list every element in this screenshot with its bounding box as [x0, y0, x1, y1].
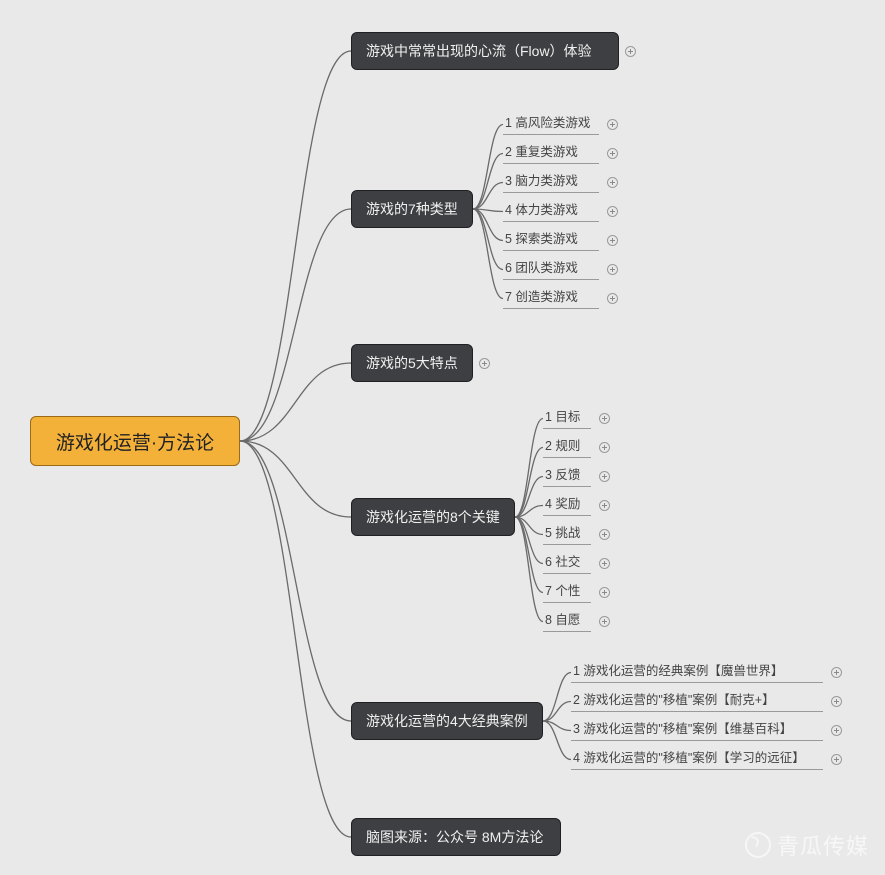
leaf-keys8-3[interactable]: 4 奖励 — [543, 493, 591, 516]
expand-icon[interactable] — [607, 293, 618, 304]
watermark-label: 青瓜传媒 — [777, 829, 869, 861]
branch-cases4[interactable]: 游戏化运营的4大经典案例 — [351, 702, 543, 740]
root-node[interactable]: 游戏化运营·方法论 — [30, 416, 240, 466]
leaf-cases4-3[interactable]: 4 游戏化运营的"移植"案例【学习的远征】 — [571, 747, 823, 770]
branch-keys8[interactable]: 游戏化运营的8个关键 — [351, 498, 515, 536]
leaf-cases4-1[interactable]: 2 游戏化运营的"移植"案例【耐克+】 — [571, 689, 823, 712]
expand-icon[interactable] — [599, 616, 610, 627]
branch-types7[interactable]: 游戏的7种类型 — [351, 190, 473, 228]
leaf-types7-5[interactable]: 6 团队类游戏 — [503, 257, 599, 280]
leaf-types7-4[interactable]: 5 探索类游戏 — [503, 228, 599, 251]
leaf-types7-2[interactable]: 3 脑力类游戏 — [503, 170, 599, 193]
expand-icon[interactable] — [831, 696, 842, 707]
watermark-logo-icon — [745, 832, 771, 858]
leaf-cases4-0[interactable]: 1 游戏化运营的经典案例【魔兽世界】 — [571, 660, 823, 683]
expand-icon[interactable] — [831, 667, 842, 678]
leaf-keys8-0[interactable]: 1 目标 — [543, 406, 591, 429]
leaf-types7-1[interactable]: 2 重复类游戏 — [503, 141, 599, 164]
expand-icon[interactable] — [625, 46, 636, 57]
branch-source[interactable]: 脑图来源：公众号 8M方法论 — [351, 818, 561, 856]
expand-icon[interactable] — [607, 119, 618, 130]
expand-icon[interactable] — [607, 148, 618, 159]
expand-icon[interactable] — [479, 358, 490, 369]
leaf-types7-3[interactable]: 4 体力类游戏 — [503, 199, 599, 222]
expand-icon[interactable] — [607, 206, 618, 217]
expand-icon[interactable] — [599, 471, 610, 482]
leaf-keys8-1[interactable]: 2 规则 — [543, 435, 591, 458]
expand-icon[interactable] — [599, 500, 610, 511]
leaf-keys8-4[interactable]: 5 挑战 — [543, 522, 591, 545]
leaf-keys8-7[interactable]: 8 自愿 — [543, 609, 591, 632]
expand-icon[interactable] — [599, 587, 610, 598]
expand-icon[interactable] — [599, 442, 610, 453]
expand-icon[interactable] — [599, 529, 610, 540]
mindmap-stage: 游戏化运营·方法论 青瓜传媒 游戏中常常出现的心流（Flow）体验游戏的7种类型… — [0, 0, 885, 875]
leaf-keys8-2[interactable]: 3 反馈 — [543, 464, 591, 487]
expand-icon[interactable] — [607, 235, 618, 246]
leaf-keys8-5[interactable]: 6 社交 — [543, 551, 591, 574]
branch-flow[interactable]: 游戏中常常出现的心流（Flow）体验 — [351, 32, 619, 70]
branch-feat5[interactable]: 游戏的5大特点 — [351, 344, 473, 382]
leaf-types7-0[interactable]: 1 高风险类游戏 — [503, 112, 599, 135]
expand-icon[interactable] — [831, 725, 842, 736]
leaf-keys8-6[interactable]: 7 个性 — [543, 580, 591, 603]
expand-icon[interactable] — [607, 264, 618, 275]
watermark: 青瓜传媒 — [745, 829, 869, 861]
leaf-types7-6[interactable]: 7 创造类游戏 — [503, 286, 599, 309]
expand-icon[interactable] — [831, 754, 842, 765]
expand-icon[interactable] — [599, 413, 610, 424]
expand-icon[interactable] — [599, 558, 610, 569]
leaf-cases4-2[interactable]: 3 游戏化运营的"移植"案例【维基百科】 — [571, 718, 823, 741]
expand-icon[interactable] — [607, 177, 618, 188]
